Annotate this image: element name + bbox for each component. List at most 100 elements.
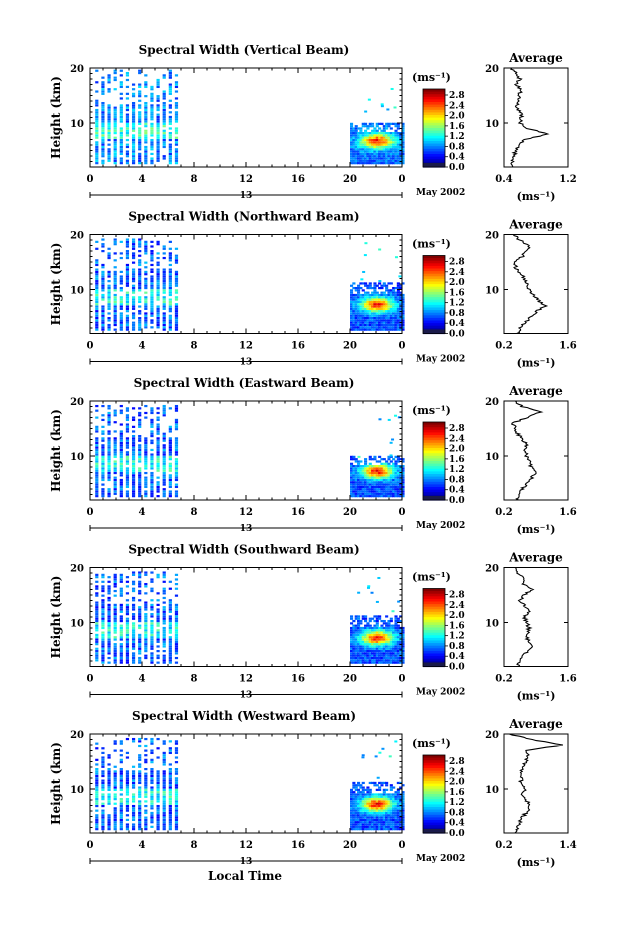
heatmap-cell	[156, 282, 160, 285]
heatmap-cell	[368, 807, 372, 810]
heatmap-cell	[396, 143, 400, 146]
heatmap-cell	[368, 469, 372, 472]
heatmap-cell	[150, 490, 154, 493]
colorbar-segment	[423, 458, 445, 462]
heatmap-cell	[401, 795, 405, 798]
heatmap-cell	[131, 312, 136, 315]
heatmap-cell	[396, 821, 400, 824]
heatmap-cell	[125, 458, 130, 461]
heatmap-cell	[357, 788, 361, 791]
heatmap-cell	[364, 145, 368, 149]
heatmap-cell	[113, 779, 117, 782]
heatmap-cell	[138, 823, 142, 826]
heatmap-cell	[401, 145, 405, 149]
heatmap-cell	[382, 825, 386, 828]
y-axis-label: Height (km)	[49, 742, 63, 825]
heatmap-cell	[131, 474, 136, 477]
heatmap-cell	[138, 652, 142, 655]
heatmap-cell	[131, 633, 136, 637]
heatmap-cell	[156, 81, 160, 84]
heatmap-cell	[113, 740, 117, 743]
heatmap-cell	[361, 478, 365, 482]
heatmap-cell	[394, 740, 398, 743]
heatmap-cell	[392, 798, 396, 801]
heatmap-cell	[368, 478, 372, 482]
heatmap-cell	[107, 606, 111, 609]
heatmap-cell	[113, 108, 117, 112]
heatmap-cell	[373, 626, 377, 630]
heatmap-cell	[396, 138, 400, 142]
heatmap-cell	[156, 437, 160, 440]
heatmap-cell	[352, 321, 356, 324]
heatmap-cell	[387, 305, 391, 308]
heatmap-cell	[401, 636, 405, 639]
panel-title: Spectral Width (Vertical Beam)	[139, 43, 350, 57]
heatmap-cell	[95, 821, 99, 824]
heatmap-cell	[387, 626, 391, 630]
heatmap-cell	[125, 263, 130, 267]
heatmap-cell	[371, 793, 375, 796]
heatmap-cell	[380, 462, 384, 465]
heatmap-cell	[368, 643, 372, 646]
heatmap-cell	[350, 291, 354, 294]
heatmap-cell	[162, 615, 166, 618]
heatmap-cell	[394, 814, 398, 817]
heatmap-cell	[168, 120, 172, 123]
heatmap-cell	[150, 106, 154, 109]
heatmap-cell	[131, 305, 136, 308]
heatmap-cell	[156, 455, 160, 458]
heatmap-cell	[359, 811, 363, 815]
heatmap-cell	[125, 240, 130, 243]
heatmap-cell	[350, 132, 354, 135]
heatmap-cell	[101, 643, 105, 646]
heatmap-cell	[113, 490, 117, 493]
heatmap-cell	[382, 781, 386, 785]
heatmap-cell	[389, 795, 393, 798]
heatmap-cell	[144, 138, 148, 142]
heatmap-cell	[385, 462, 389, 465]
heatmap-cell	[150, 485, 154, 489]
heatmap-cell	[138, 245, 142, 248]
heatmap-cell	[375, 626, 379, 630]
heatmap-cell	[168, 115, 172, 119]
heatmap-cell	[389, 474, 393, 477]
heatmap-cell	[387, 795, 391, 798]
y-axis-label: Height (km)	[49, 409, 63, 492]
heatmap-cell	[392, 317, 396, 320]
colorbar-segment	[423, 260, 445, 264]
heatmap-cell	[380, 804, 384, 808]
heatmap-cell	[131, 661, 136, 664]
y-axis-label: Height (km)	[49, 243, 63, 326]
heatmap-cell	[394, 314, 398, 317]
heatmap-cell	[389, 626, 393, 630]
heatmap-cell	[162, 800, 166, 803]
heatmap-cell	[387, 125, 391, 128]
heatmap-cell	[357, 821, 361, 824]
heatmap-cell	[396, 298, 400, 301]
heatmap-cell	[392, 307, 396, 310]
heatmap-cell	[366, 476, 370, 479]
heatmap-cell	[368, 828, 372, 831]
heatmap-cell	[387, 155, 391, 158]
heatmap-cell	[119, 286, 123, 290]
heatmap-cell	[144, 250, 148, 253]
heatmap-cell	[150, 599, 154, 602]
heatmap-cell	[352, 624, 356, 627]
heatmap-cell	[359, 310, 363, 313]
heatmap-cell	[131, 596, 136, 600]
heatmap-cell	[144, 286, 148, 290]
heatmap-cell	[131, 448, 136, 452]
heatmap-cell	[138, 818, 142, 822]
heatmap-cell	[162, 145, 166, 149]
heatmap-cell	[168, 321, 172, 324]
colorbar-segment	[423, 255, 445, 259]
heatmap-cell	[162, 312, 166, 315]
heatmap-cell	[138, 451, 142, 454]
heatmap-cell	[350, 481, 354, 484]
heatmap-cell	[350, 129, 354, 132]
heatmap-cell	[119, 629, 123, 632]
heatmap-cell	[394, 293, 398, 297]
heatmap-cell	[138, 261, 142, 264]
heatmap-cell	[399, 458, 403, 461]
heatmap-cell	[361, 659, 365, 662]
